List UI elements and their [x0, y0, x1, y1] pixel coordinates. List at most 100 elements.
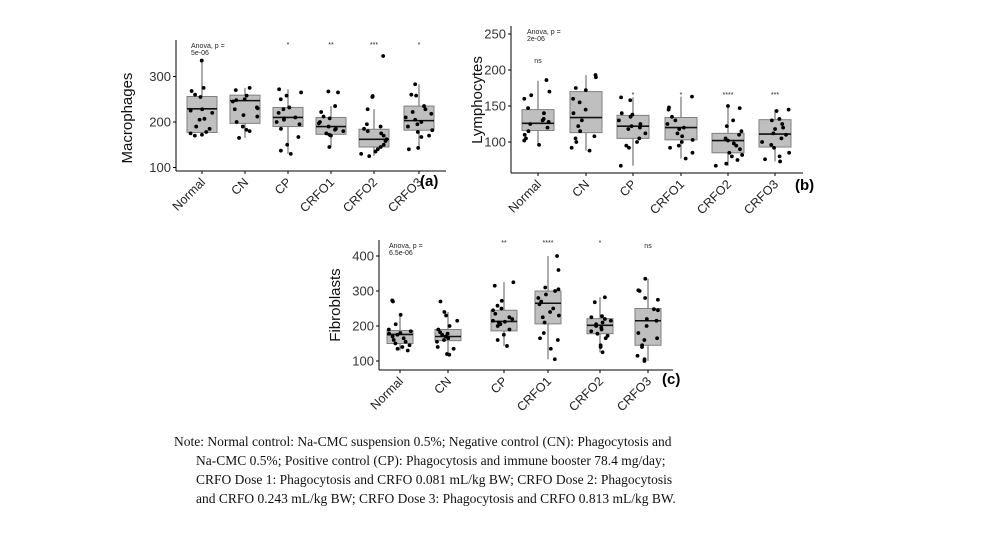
data-point: [635, 140, 639, 144]
data-point: [556, 268, 561, 272]
data-point: [679, 140, 684, 144]
data-point: [544, 292, 548, 297]
data-point: [589, 315, 594, 320]
data-point: [540, 315, 545, 320]
data-point: [242, 97, 247, 102]
data-point: [381, 133, 386, 138]
anova-text: 2e-06: [527, 36, 545, 43]
data-point: [492, 283, 497, 288]
data-point: [327, 145, 332, 149]
data-point: [690, 137, 695, 142]
data-point: [299, 90, 304, 95]
data-point: [599, 327, 604, 332]
data-point: [556, 313, 561, 318]
data-point: [406, 147, 411, 152]
data-point: [780, 122, 785, 126]
data-point: [640, 345, 644, 349]
data-point: [192, 133, 197, 138]
data-point: [551, 306, 556, 311]
data-point: [210, 111, 215, 115]
data-point: [737, 106, 742, 111]
data-point: [446, 336, 451, 341]
data-point: [255, 114, 260, 119]
data-point: [522, 132, 527, 137]
data-point: [393, 341, 398, 346]
anova-text: Anova, p =: [527, 29, 561, 36]
data-point: [673, 118, 678, 123]
data-point: [573, 86, 578, 90]
data-point: [547, 89, 552, 94]
significance-label: ***: [771, 92, 779, 99]
x-tick-label: Normal: [170, 175, 208, 213]
data-point: [643, 276, 648, 281]
significance-label: *: [418, 42, 421, 49]
data-point: [680, 134, 685, 139]
data-point: [727, 150, 732, 155]
data-point: [415, 122, 420, 127]
data-point: [543, 285, 548, 290]
data-point: [726, 138, 730, 143]
data-point: [491, 318, 495, 323]
data-point: [499, 298, 504, 303]
data-point: [415, 130, 420, 134]
note-line: and CRFO 0.243 mL/kg BW; CRFO Dose 3: Ph…: [196, 491, 676, 506]
data-point: [675, 131, 680, 136]
data-point: [230, 99, 235, 104]
data-point: [285, 142, 290, 147]
data-point: [436, 327, 441, 332]
y-axis-label: Fibroblasts: [327, 268, 344, 341]
data-point: [387, 331, 392, 336]
data-point: [526, 129, 531, 134]
data-point: [778, 159, 782, 164]
data-point: [406, 124, 410, 129]
significance-label: ns: [644, 243, 652, 250]
data-point: [593, 75, 598, 80]
data-point: [583, 88, 588, 93]
data-point: [724, 124, 729, 129]
note-line: CRFO Dose 1: Phagocytosis and CRFO 0.081…: [196, 472, 673, 487]
data-point: [636, 331, 641, 335]
y-tick-label: 200: [149, 115, 171, 130]
x-tick-label: CRFO2: [694, 177, 734, 217]
data-point: [784, 132, 788, 137]
anova-text: Anova, p =: [191, 43, 225, 50]
data-point: [410, 110, 415, 114]
data-point: [652, 307, 656, 312]
data-point: [603, 336, 608, 341]
data-point: [769, 142, 774, 147]
data-point: [781, 125, 786, 130]
data-point: [440, 332, 445, 337]
significance-label: **: [501, 240, 507, 247]
data-point: [511, 280, 516, 285]
data-point: [422, 104, 426, 108]
data-point: [600, 314, 604, 319]
data-point: [540, 118, 545, 123]
data-point: [491, 308, 495, 313]
data-point: [505, 344, 509, 348]
data-point: [544, 78, 549, 82]
y-tick-label: 100: [149, 160, 171, 175]
data-point: [577, 100, 582, 105]
box: [569, 91, 603, 134]
y-tick-label: 400: [352, 249, 374, 264]
data-point: [676, 143, 681, 148]
y-tick-label: 250: [484, 27, 506, 42]
y-tick-label: 200: [352, 319, 374, 334]
data-point: [507, 327, 512, 332]
data-point: [435, 339, 439, 344]
data-point: [629, 124, 634, 129]
data-point: [635, 353, 640, 358]
y-tick-label: 100: [484, 135, 506, 150]
data-point: [333, 104, 338, 108]
data-point: [600, 320, 605, 325]
data-point: [341, 129, 346, 134]
data-point: [638, 122, 643, 126]
x-tick-label: CRFO2: [566, 374, 606, 414]
data-point: [573, 136, 578, 141]
data-point: [403, 115, 408, 120]
data-point: [553, 289, 557, 293]
data-point: [200, 132, 204, 137]
data-point: [526, 106, 530, 111]
figure-note: Note: Normal control: Na-CMC suspension …: [174, 432, 676, 508]
data-point: [628, 98, 633, 103]
